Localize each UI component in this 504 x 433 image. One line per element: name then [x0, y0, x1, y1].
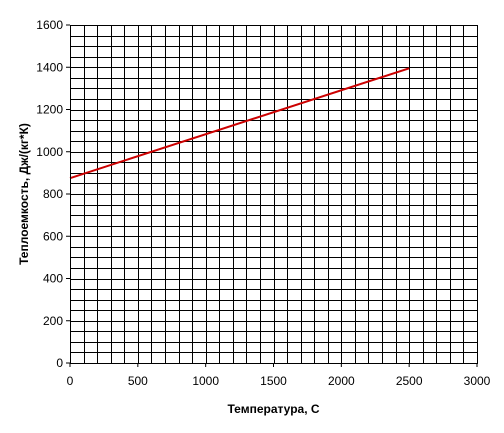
x-tick-label: 1500	[260, 374, 287, 388]
y-tick-label: 1600	[36, 18, 63, 32]
series-line	[69, 67, 410, 180]
x-tick-label: 2000	[328, 374, 355, 388]
x-tick-label: 1000	[192, 374, 219, 388]
y-tick-label: 1400	[36, 60, 63, 74]
chart-grid	[70, 25, 478, 364]
x-tick-label: 500	[128, 374, 148, 388]
y-axis-ticks: 0 200 400 600 800 1000 1200 1400 1600	[36, 18, 70, 370]
y-tick-label: 1200	[36, 103, 63, 117]
x-axis-ticks: 0 500 1000 1500 2000 2500 3000	[67, 363, 491, 388]
x-tick-label: 2500	[396, 374, 423, 388]
y-tick-label: 800	[43, 187, 63, 201]
y-tick-label: 400	[43, 272, 63, 286]
y-tick-label: 600	[43, 229, 63, 243]
y-tick-label: 0	[56, 356, 63, 370]
x-tick-label: 3000	[464, 374, 491, 388]
y-tick-label: 200	[43, 314, 63, 328]
x-tick-label: 0	[67, 374, 74, 388]
y-axis-title: Теплоемкость, Дж/(кг*К)	[17, 123, 31, 265]
x-axis-title: Температура, С	[227, 402, 319, 416]
y-tick-label: 1000	[36, 145, 63, 159]
chart-series	[69, 67, 410, 180]
